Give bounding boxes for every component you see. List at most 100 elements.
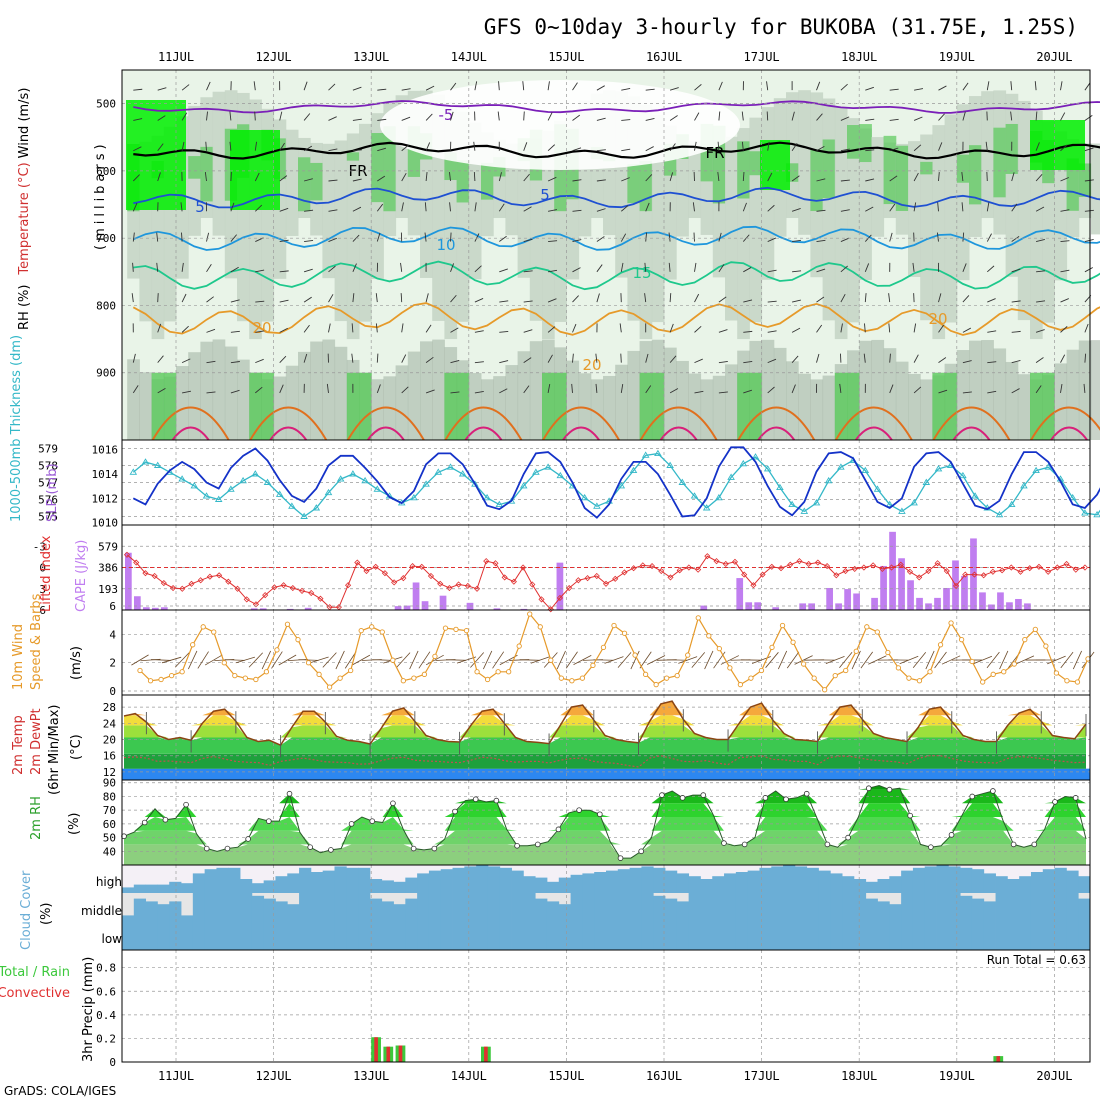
rh-fill [798,90,811,235]
wind-barb [1084,323,1089,333]
wind-barb [913,172,919,182]
cloud-bar [960,867,973,893]
wind-barb [206,81,211,91]
slp-tick: 1010 [92,517,119,530]
wind-barb [791,384,796,394]
rh-fill [847,372,860,440]
wind-barb [206,360,216,364]
cloud-bar [523,921,536,950]
cape-bar [1006,602,1013,610]
wind-barb [962,232,965,242]
wind-barb [450,359,460,364]
cloud-bar [287,904,300,921]
rh-band [124,785,1086,790]
isotherm-label: 15 [632,264,651,282]
wind-barb [1084,114,1093,121]
rh-tick: 90 [103,777,116,790]
wind-barb [741,111,744,121]
wind-barb [1035,385,1042,394]
isotherm-line [133,260,1100,291]
wind-point [537,624,543,630]
cloud-bar [464,893,477,921]
li-point [317,595,324,602]
li-point [879,565,886,572]
wind-barb [938,389,948,394]
rh-point [617,855,624,861]
wind-barb [328,323,331,333]
rh-fill [993,348,1007,440]
li-point [556,594,564,602]
wind-barb [450,111,454,121]
date-labels-top: 11JUL 12JUL 13JUL 14JUL 15JUL 16JUL 17JUL 18JUL… [158,50,1073,64]
rh-fill [920,379,933,440]
isotherm-label: 20 [252,319,271,337]
rh-fill [151,372,165,440]
rh-fill [834,372,848,440]
cloud-bar [629,921,642,950]
cape-bar [934,597,941,610]
wind-barb [174,652,190,668]
wind-barb [864,263,870,272]
cloud-bar [901,921,914,950]
rh-fill [322,339,336,440]
thickness-point [812,499,821,506]
wind-point [1064,678,1070,684]
wind-barb [839,652,853,668]
cloud-bar [169,881,182,893]
isotherm-arc [444,406,523,441]
li-point [980,572,987,579]
li-point [262,592,269,599]
wind-point [948,620,954,626]
date-label: 18JUL [841,1069,877,1083]
wind-barb [718,296,727,303]
wind-barb [157,172,161,182]
wind-barb [401,323,404,333]
wind-barb [377,88,387,91]
cloud-bar [830,921,843,950]
precip-tick: 0.2 [96,1032,116,1045]
wind-point [927,669,933,675]
cloud-bar [1030,893,1044,921]
rh-fill [346,152,360,161]
li-point [1072,566,1079,573]
wind-barb [717,172,720,182]
wind-barb [1060,383,1063,393]
wind-barb [816,209,826,212]
wind-tick: 4 [109,628,116,641]
rh-point [597,811,603,818]
wind-barb [425,85,435,91]
wind-point [179,669,185,675]
wind-barb [523,385,530,394]
wind-point [432,653,438,659]
wind-barb [547,326,556,333]
cloud-bar [653,921,666,950]
cloud-bar [794,866,808,893]
cape-bar [898,558,905,610]
wind-barb [595,353,598,363]
cloud-bar [452,893,465,921]
cape-tick: 386 [98,562,118,575]
wind-barb [767,172,773,182]
wind-barb [962,391,972,394]
wind-barb [668,262,671,272]
wind-barb [962,295,970,303]
cloud-bar [912,867,926,893]
cape-bar [1015,598,1022,610]
cloud-bar [1078,921,1091,950]
wind-barb [962,111,966,121]
precip-tick: 0.6 [96,985,116,998]
wind-barb [962,360,972,364]
precip-conv-bar [374,1037,378,1062]
rh-fill [578,373,592,440]
wind-barb [572,209,582,212]
minmax-label: (6hr Min/Max) [47,705,62,795]
cloud-bar [735,893,749,921]
wind-barb [133,146,142,152]
li-point [437,580,444,587]
wind-barb [669,293,672,303]
rh-fill [627,350,641,440]
rh-fill [432,339,445,440]
wind-point [326,684,333,690]
wind-barb [547,354,553,363]
precip-tick: 0.4 [96,1009,116,1022]
